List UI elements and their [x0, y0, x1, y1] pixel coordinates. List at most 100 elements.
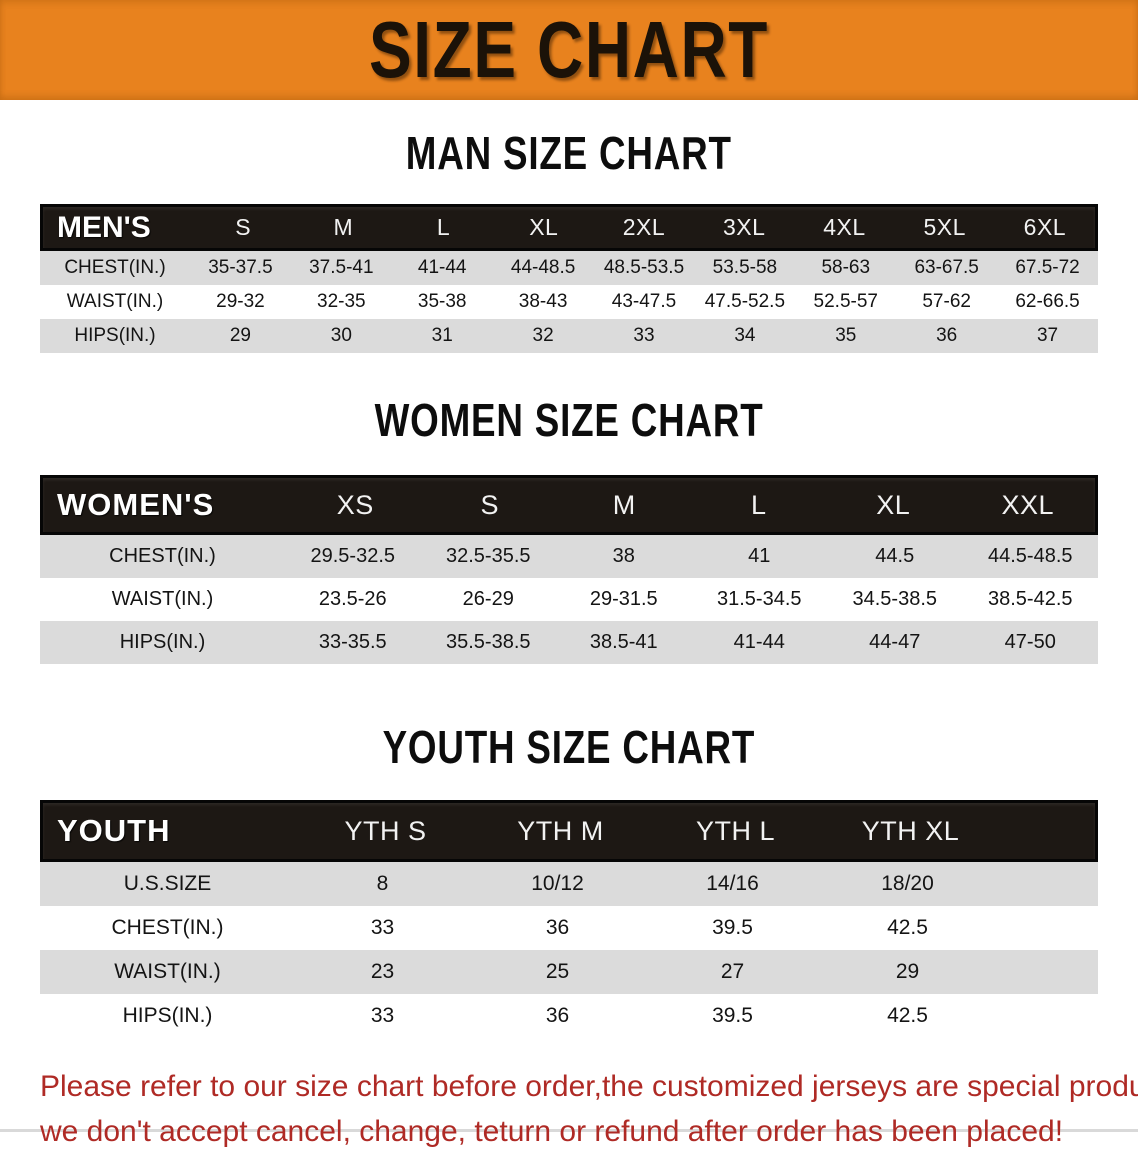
size-value-cell: 34.5-38.5	[852, 588, 937, 610]
size-value-cell: 52.5-57	[813, 291, 878, 312]
column-header-cell: 2XL	[622, 214, 666, 240]
order-disclaimer: Please refer to our size chart before or…	[40, 1064, 1138, 1154]
row-label-cell: CHEST(IN.)	[64, 257, 166, 278]
size-value-cell: 44-47	[869, 631, 921, 653]
column-header-cell: 4XL	[823, 214, 866, 240]
size-value-cell: 38-43	[518, 291, 568, 312]
size-value-cell: 26-29	[462, 588, 514, 610]
column-header-cell: YTH L	[695, 815, 776, 846]
size-value-cell: 36	[545, 1004, 570, 1027]
row-label-cell: WAIST(IN.)	[114, 960, 221, 983]
size-value-cell: 33	[370, 916, 395, 939]
youth-section-heading: YOUTH SIZE CHART	[0, 720, 1138, 774]
size-value-cell: 31.5-34.5	[716, 588, 802, 610]
table-row: U.S.SIZE 8 10/12 14/16 18/20	[40, 862, 1098, 906]
row-label-cell: HIPS(IN.)	[74, 325, 156, 346]
size-value-cell: 33	[633, 325, 655, 346]
size-value-cell: 39.5	[712, 1004, 753, 1027]
column-header-cell: 5XL	[923, 214, 966, 240]
size-value-cell: 33-35.5	[318, 631, 387, 653]
size-value-cell: 35	[835, 325, 857, 346]
table-row: WAIST(IN.) 23 25 27 29	[40, 950, 1098, 994]
size-value-cell: 36	[936, 325, 958, 346]
table-header-row: YOUTH YTH S YTH M YTH L YTH XL	[40, 800, 1098, 862]
column-header-cell: S	[235, 214, 252, 240]
size-value-cell: 8	[376, 872, 389, 895]
size-value-cell: 38.5-42.5	[987, 588, 1073, 610]
size-value-cell: 23	[370, 960, 395, 983]
size-value-cell: 31	[431, 325, 453, 346]
size-value-cell: 44-48.5	[510, 257, 576, 278]
size-value-cell: 57-62	[922, 291, 971, 312]
size-value-cell: 53.5-58	[712, 257, 778, 278]
size-value-cell: 58-63	[821, 257, 871, 278]
size-value-cell: 29-31.5	[589, 588, 658, 610]
size-value-cell: 33	[370, 1004, 395, 1027]
row-label-cell: WAIST(IN.)	[66, 291, 164, 312]
column-header-cell: YTH XL	[861, 815, 960, 846]
size-value-cell: 32.5-35.5	[445, 545, 531, 567]
row-label-cell: HIPS(IN.)	[119, 631, 206, 653]
table-row: CHEST(IN.) 29.5-32.5 32.5-35.5 38 41 44.5 44.5…	[40, 535, 1098, 578]
size-value-cell: 18/20	[881, 872, 934, 895]
size-value-cell: 41-44	[733, 631, 785, 653]
banner-title: SIZE CHART	[369, 5, 769, 94]
size-value-cell: 43-47.5	[611, 291, 677, 312]
size-value-cell: 36	[545, 916, 570, 939]
youth-heading-text: YOUTH SIZE CHART	[382, 721, 756, 773]
column-header-cell: XL	[529, 214, 559, 240]
column-header-cell: XS	[336, 489, 374, 520]
column-header-cell: L	[750, 489, 767, 520]
size-value-cell: 44.5-48.5	[987, 545, 1073, 567]
men-heading-text: MAN SIZE CHART	[405, 127, 733, 179]
size-value-cell: 38.5-41	[589, 631, 658, 653]
size-value-cell: 30	[330, 325, 352, 346]
size-value-cell: 14/16	[706, 872, 759, 895]
row-label-cell: CHEST(IN.)	[111, 916, 224, 939]
table-row: HIPS(IN.) 29 30 31 32 33 34 35 36 37	[40, 319, 1098, 353]
size-value-cell: 35-38	[417, 291, 467, 312]
column-header-cell: XXL	[1001, 489, 1055, 520]
size-value-cell: 25	[545, 960, 570, 983]
column-header-cell: YTH S	[344, 815, 427, 846]
size-chart-banner: SIZE CHART	[0, 0, 1138, 100]
table-row: CHEST(IN.) 35-37.5 37.5-41 41-44 44-48.5 48.5…	[40, 251, 1098, 285]
row-label-cell: WAIST(IN.)	[111, 588, 214, 610]
table-header-row: WOMEN'S XS S M L XL XXL	[40, 475, 1098, 535]
row-label-cell: HIPS(IN.)	[122, 1004, 213, 1027]
table-row: CHEST(IN.) 33 36 39.5 42.5	[40, 906, 1098, 950]
table-row: WAIST(IN.) 29-32 32-35 35-38 38-43 43-47.5 47.…	[40, 285, 1098, 319]
size-value-cell: 32-35	[317, 291, 366, 312]
size-value-cell: 62-66.5	[1015, 291, 1080, 312]
size-value-cell: 47.5-52.5	[704, 291, 786, 312]
size-value-cell: 67.5-72	[1015, 257, 1080, 278]
men-size-table: MEN'S S M L XL 2XL 3XL 4XL 5XL 6XL CHEST(IN.) 35-37…	[40, 204, 1098, 353]
women-section-heading: WOMEN SIZE CHART	[0, 393, 1138, 447]
size-value-cell: 37	[1036, 325, 1059, 346]
size-value-cell: 42.5	[887, 1004, 928, 1027]
size-value-cell: 42.5	[887, 916, 928, 939]
size-value-cell: 63-67.5	[914, 257, 979, 278]
size-value-cell: 29	[895, 960, 920, 983]
size-value-cell: 44.5	[875, 545, 915, 567]
disclaimer-line-1: Please refer to our size chart before or…	[40, 1070, 1138, 1103]
size-value-cell: 41	[748, 545, 771, 567]
row-label-cell: U.S.SIZE	[123, 872, 212, 895]
column-header-cell: L	[436, 214, 451, 240]
column-header-cell: YTH M	[517, 815, 604, 846]
women-heading-text: WOMEN SIZE CHART	[374, 394, 764, 446]
column-header-cell: XL	[876, 489, 911, 520]
size-value-cell: 35-37.5	[208, 257, 273, 278]
column-header-cell: 3XL	[723, 214, 766, 240]
size-value-cell: 29	[229, 325, 251, 346]
column-header-cell: M	[612, 489, 636, 520]
size-value-cell: 35.5-38.5	[445, 631, 531, 653]
size-value-cell: 32	[532, 325, 554, 346]
table-corner-label: MEN'S	[57, 210, 151, 244]
size-value-cell: 23.5-26	[318, 588, 387, 610]
youth-size-table: YOUTH YTH S YTH M YTH L YTH XL U.S.SIZE 8 10/12…	[40, 800, 1098, 1038]
size-value-cell: 34	[734, 325, 756, 346]
size-value-cell: 38	[612, 545, 635, 567]
size-value-cell: 29.5-32.5	[310, 545, 395, 567]
size-value-cell: 37.5-41	[309, 257, 374, 278]
